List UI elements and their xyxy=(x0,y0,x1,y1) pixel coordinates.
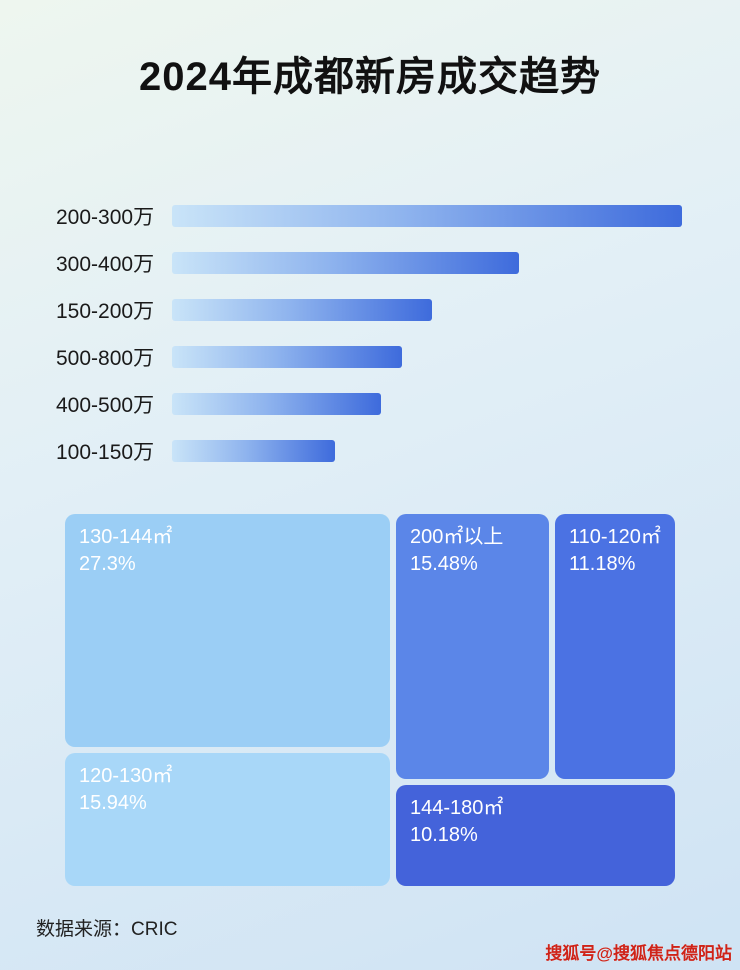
bar-track xyxy=(172,439,682,462)
bar xyxy=(172,345,402,368)
bar-label: 100-150万 xyxy=(56,440,155,464)
bar-label: 500-800万 xyxy=(56,346,155,370)
bar-row: 300-400万 xyxy=(56,239,682,286)
bar xyxy=(172,204,682,227)
bar xyxy=(172,251,519,274)
treemap-block-label: 144-180㎡ xyxy=(410,797,504,819)
treemap-block-label: 130-144㎡ xyxy=(79,526,173,548)
treemap-block-144-180: 144-180㎡ 10.18% xyxy=(396,785,675,886)
treemap-block-percent: 15.48% xyxy=(410,553,478,575)
treemap-block-label: 110-120㎡ xyxy=(569,526,661,548)
treemap-block-percent: 11.18% xyxy=(569,553,636,575)
bar-track xyxy=(172,345,682,368)
bar-row: 100-150万 xyxy=(56,427,682,474)
bar-label: 300-400万 xyxy=(56,252,155,276)
bar-row: 150-200万 xyxy=(56,286,682,333)
treemap-block-percent: 10.18% xyxy=(410,824,478,846)
bar-row: 400-500万 xyxy=(56,380,682,427)
bar xyxy=(172,439,336,462)
page-title: 2024年成都新房成交趋势 xyxy=(139,55,601,99)
treemap: 130-144㎡ 27.3% 120-130㎡ 15.94% 200㎡以上 15… xyxy=(65,514,675,886)
bar-track xyxy=(172,251,682,274)
bar-row: 500-800万 xyxy=(56,333,682,380)
watermark: 搜狐号@搜狐焦点德阳站 xyxy=(545,944,732,963)
treemap-block-120-130: 120-130㎡ 15.94% xyxy=(65,753,390,886)
treemap-block-130-144: 130-144㎡ 27.3% xyxy=(65,514,390,747)
treemap-block-110-120: 110-120㎡ 11.18% xyxy=(555,514,675,779)
bar-track xyxy=(172,204,682,227)
treemap-block-percent: 27.3% xyxy=(79,553,136,575)
data-source-label: 数据来源：CRIC xyxy=(36,919,178,940)
bar xyxy=(172,298,433,321)
bar xyxy=(172,392,382,415)
treemap-block-200-plus: 200㎡以上 15.48% xyxy=(396,514,549,779)
treemap-block-label: 120-130㎡ xyxy=(79,765,173,787)
treemap-block-label: 200㎡以上 xyxy=(410,526,504,548)
bar-track xyxy=(172,392,682,415)
treemap-block-percent: 15.94% xyxy=(79,792,147,814)
bar-chart: 200-300万 300-400万 150-200万 500-800万 400-… xyxy=(0,192,740,474)
bar-track xyxy=(172,298,682,321)
bar-label: 150-200万 xyxy=(56,299,155,323)
bar-label: 200-300万 xyxy=(56,205,155,229)
bar-row: 200-300万 xyxy=(56,192,682,239)
bar-label: 400-500万 xyxy=(56,393,155,417)
